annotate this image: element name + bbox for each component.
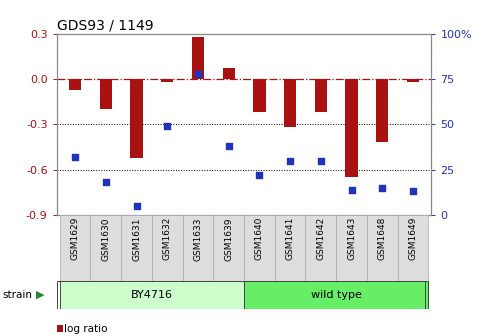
- Bar: [182, 215, 213, 281]
- Bar: [336, 215, 367, 281]
- Text: GSM1632: GSM1632: [163, 217, 172, 260]
- Text: wild type: wild type: [311, 290, 361, 300]
- Bar: [315, 79, 327, 112]
- Point: [163, 123, 171, 129]
- Bar: [69, 79, 81, 89]
- Bar: [407, 79, 419, 82]
- Text: GSM1639: GSM1639: [224, 217, 233, 260]
- Bar: [376, 79, 388, 142]
- Bar: [131, 79, 142, 158]
- Text: GSM1631: GSM1631: [132, 217, 141, 260]
- Text: log ratio: log ratio: [64, 324, 107, 334]
- Point: [409, 189, 417, 194]
- Text: GSM1648: GSM1648: [378, 217, 387, 260]
- Text: strain: strain: [2, 290, 33, 300]
- Point: [286, 158, 294, 163]
- Point: [378, 185, 386, 191]
- Bar: [397, 215, 428, 281]
- Bar: [60, 281, 244, 308]
- Text: GSM1641: GSM1641: [285, 217, 295, 260]
- Bar: [192, 37, 204, 79]
- Text: GSM1640: GSM1640: [255, 217, 264, 260]
- Bar: [213, 215, 244, 281]
- Bar: [346, 79, 357, 177]
- Point: [225, 143, 233, 149]
- Point: [348, 187, 355, 192]
- Bar: [100, 79, 112, 109]
- Bar: [284, 79, 296, 127]
- Text: GSM1642: GSM1642: [317, 217, 325, 260]
- Bar: [244, 215, 275, 281]
- Text: BY4716: BY4716: [131, 290, 173, 300]
- Point: [71, 154, 79, 160]
- Bar: [244, 281, 428, 308]
- Point: [102, 180, 110, 185]
- Bar: [253, 79, 266, 112]
- Text: GSM1643: GSM1643: [347, 217, 356, 260]
- Bar: [60, 215, 91, 281]
- Text: GSM1649: GSM1649: [408, 217, 418, 260]
- Text: GSM1630: GSM1630: [102, 217, 110, 260]
- Bar: [306, 215, 336, 281]
- Bar: [367, 215, 397, 281]
- Point: [133, 203, 141, 209]
- Bar: [121, 215, 152, 281]
- Text: GSM1629: GSM1629: [70, 217, 80, 260]
- Bar: [161, 79, 174, 82]
- Bar: [275, 215, 306, 281]
- Point: [194, 71, 202, 76]
- Text: GDS93 / 1149: GDS93 / 1149: [57, 18, 153, 33]
- Bar: [222, 69, 235, 79]
- Text: GSM1633: GSM1633: [193, 217, 203, 260]
- Point: [317, 158, 325, 163]
- Bar: [152, 215, 182, 281]
- Point: [255, 172, 263, 178]
- Text: ▶: ▶: [35, 290, 44, 300]
- Bar: [91, 215, 121, 281]
